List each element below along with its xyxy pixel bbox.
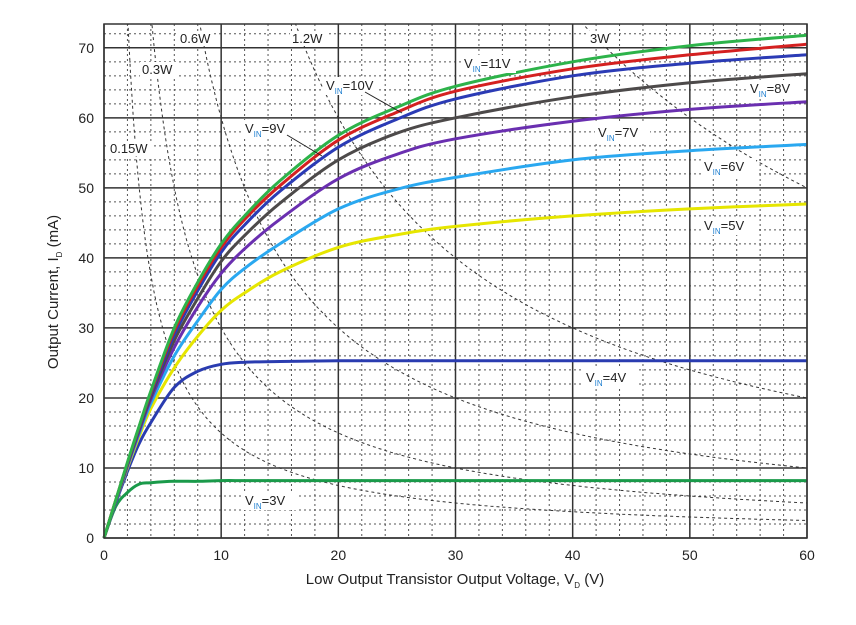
leader-line-vin10 — [364, 91, 403, 114]
series-label: VIN=5V — [704, 218, 744, 236]
y-tick-label: 60 — [78, 110, 94, 126]
series-label-bg — [595, 124, 650, 142]
series-label-bg — [701, 158, 756, 176]
series-label: VIN=11V — [464, 56, 511, 74]
y-tick-label: 30 — [78, 320, 94, 336]
series-label: VIN=10V — [326, 78, 374, 96]
power-label-bg — [588, 31, 608, 46]
power-curve-0.6W — [199, 24, 807, 469]
y-tick-label: 10 — [78, 460, 94, 476]
power-label-bg — [290, 31, 326, 46]
plot-border — [103, 23, 808, 539]
power-label: 0.15W — [110, 141, 148, 156]
series-line-vin11 — [102, 33, 808, 539]
series-label-bg — [461, 55, 516, 73]
x-tick-label: 10 — [213, 547, 229, 563]
x-tick-label: 0 — [100, 547, 108, 563]
y-axis-label: Output Current, ID (mA) — [45, 215, 64, 369]
series-labels: VIN=11V VIN=10V VIN=9V VIN=8V VIN=7V VIN=6V VI… — [108, 31, 802, 511]
power-label-bg — [178, 31, 214, 46]
y-tick-label: 40 — [78, 250, 94, 266]
series-label: VIN=7V — [598, 125, 638, 143]
series-label: VIN=3V — [245, 493, 285, 511]
power-curve-0.15W — [127, 24, 807, 521]
x-tick-label: 20 — [331, 547, 347, 563]
plot-frame — [103, 23, 808, 539]
series-label-bg — [747, 80, 802, 98]
x-axis-label: Low Output Transistor Output Voltage, VD… — [306, 571, 604, 590]
power-label: 0.3W — [142, 62, 173, 77]
y-tick-label: 0 — [86, 530, 94, 546]
series-line-vin4 — [102, 359, 807, 539]
series-line-vin3 — [102, 479, 807, 539]
power-curve-1.2W — [295, 24, 807, 399]
series-label-bg — [242, 120, 297, 138]
power-curves — [127, 24, 807, 521]
series-lines — [102, 33, 808, 539]
power-curve-3W — [582, 24, 807, 189]
series-label-bg — [323, 77, 378, 95]
leader-line-vin9 — [286, 134, 323, 157]
y-tick-label: 20 — [78, 390, 94, 406]
tick-labels: 0 10 20 30 40 50 60 0 10 20 30 40 50 60 70 — [78, 40, 815, 563]
series-label-bg — [242, 492, 297, 510]
series-label: VIN=8V — [750, 81, 790, 99]
y-tick-label: 50 — [78, 180, 94, 196]
x-tick-label: 50 — [682, 547, 698, 563]
x-tick-label: 60 — [799, 547, 815, 563]
series-label: VIN=9V — [245, 121, 285, 139]
series-label-bg — [701, 217, 756, 235]
power-label: 1.2W — [292, 31, 323, 46]
series-label: VIN=6V — [704, 159, 744, 177]
series-label-bg — [583, 369, 638, 387]
y-tick-label: 70 — [78, 40, 94, 56]
power-label-bg — [140, 62, 176, 77]
power-label: 3W — [590, 31, 610, 46]
power-label: 0.6W — [180, 31, 211, 46]
power-label-bg — [108, 141, 152, 156]
series-label: VIN=4V — [586, 370, 626, 388]
x-tick-label: 30 — [448, 547, 464, 563]
x-tick-label: 40 — [565, 547, 581, 563]
